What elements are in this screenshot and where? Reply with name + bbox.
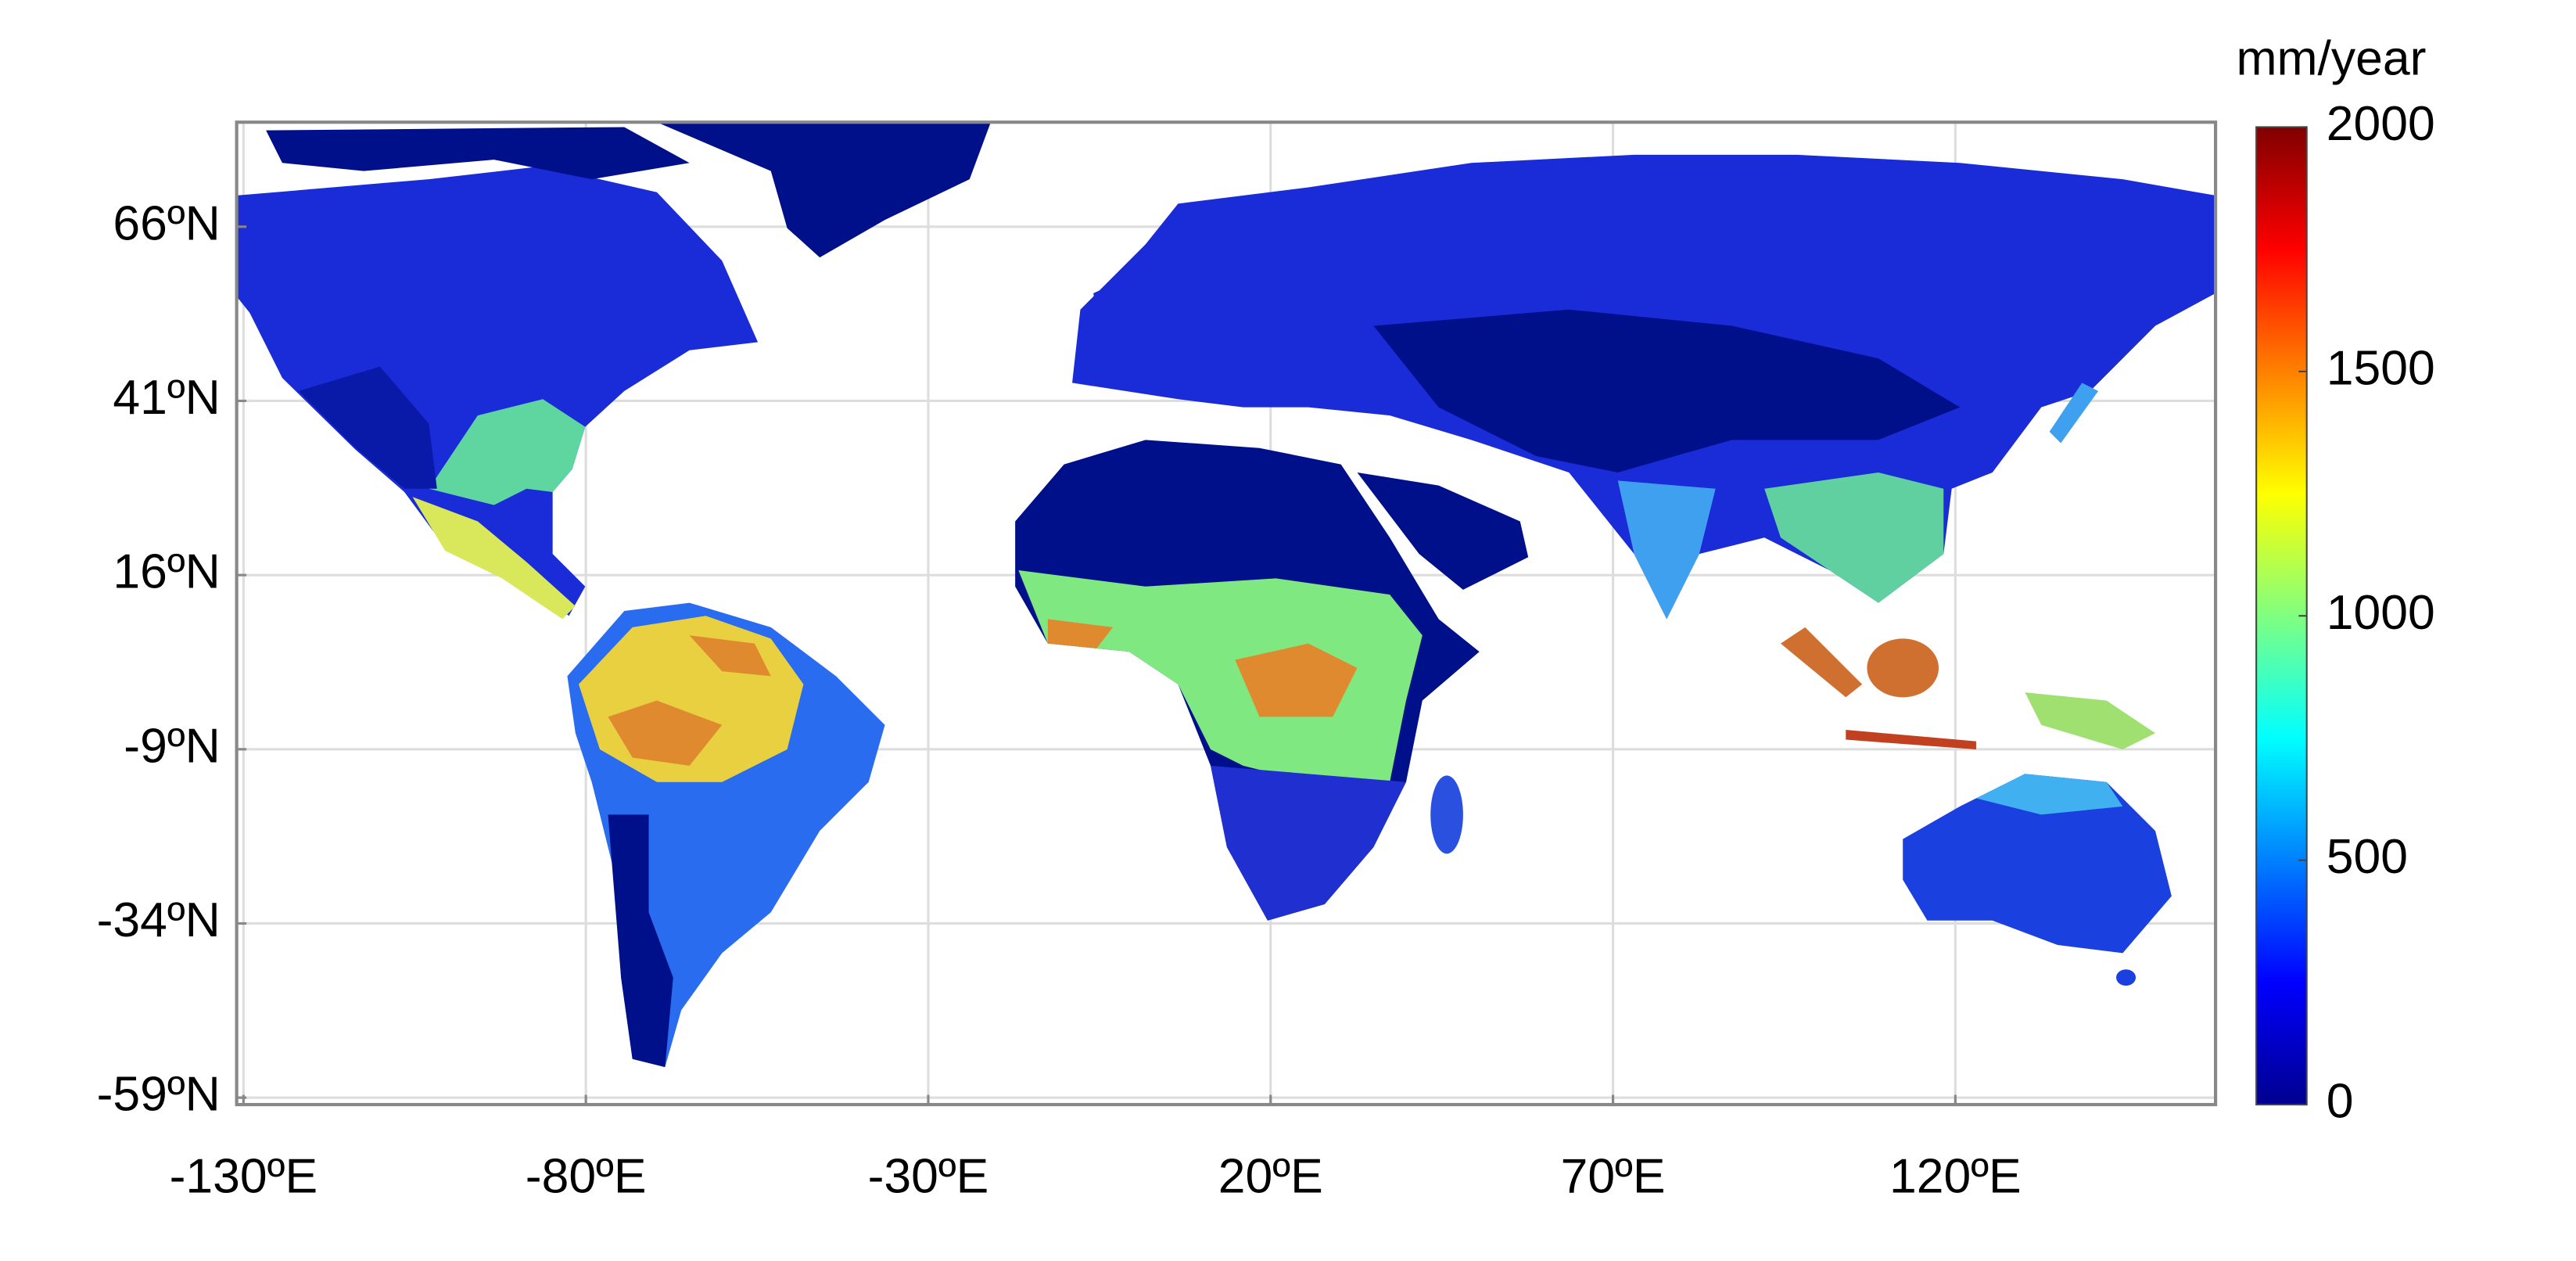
axes: -130ºE -80ºE -30ºE 20ºE 70ºE 120ºE 66ºN 41ºN 16º… [97,196,2022,1203]
sumatra [1781,627,1863,698]
plot-frame [235,120,2218,1107]
eastern-us [429,399,586,505]
land-raster [236,122,2216,1068]
british-isles [1093,277,1133,334]
arabia [1357,472,1529,590]
australia [1903,774,2172,954]
north-australia [1975,774,2123,815]
y-tick-label: -34ºN [97,893,221,947]
colorbar-tick-label: 500 [2327,829,2408,884]
y-tick-label: 41ºN [113,370,220,425]
southeast-asia [1764,472,1944,603]
new-guinea [2025,692,2156,750]
japan [2049,383,2099,444]
rockies [298,366,437,489]
colorbar-tick-label: 1500 [2327,340,2435,395]
madagascar [1430,775,1463,854]
north-america [236,166,759,616]
sahel [1018,569,1423,782]
java [1846,730,1976,750]
x-tick-label: 20ºE [1218,1148,1323,1203]
y-tick-label: -9ºN [124,718,220,773]
amazon-core [608,635,771,766]
colorbar-tick-label: 2000 [2327,96,2435,151]
india [1617,480,1716,620]
x-tick-label: -130ºE [170,1148,318,1203]
colorbar-tick-label: 0 [2327,1074,2354,1129]
colorbar-unit: mm/year [2236,31,2426,86]
y-tick-label: 66ºN [113,196,220,250]
central-america [412,497,576,620]
central-asia [1373,309,1961,472]
x-tick-label: 120ºE [1889,1148,2022,1203]
x-tick-label: -30ºE [868,1148,989,1203]
x-tick-label: -80ºE [526,1148,647,1203]
andes [608,814,673,1068]
greenland [656,122,991,258]
southern-africa [1211,765,1406,921]
colorbar-tick-label: 1000 [2327,585,2435,640]
y-tick-label: -59ºN [97,1067,221,1122]
y-tick-label: 16ºN [113,544,220,599]
tasmania [2116,969,2137,986]
north-america-arctic [266,127,690,180]
borneo [1867,638,1939,698]
x-tick-label: 70ºE [1561,1148,1666,1203]
congo [1047,619,1358,717]
